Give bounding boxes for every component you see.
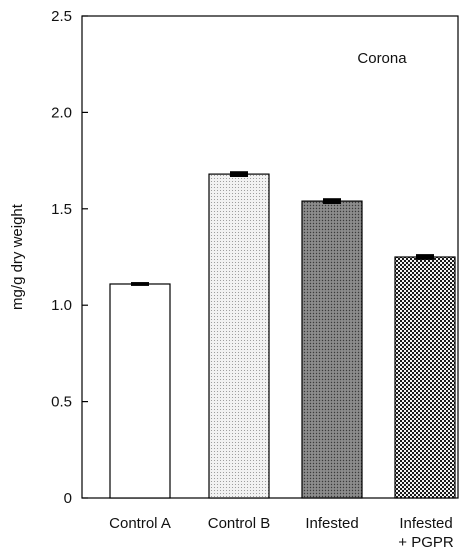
error-bar-cap bbox=[131, 282, 149, 286]
y-tick-label: 1.0 bbox=[51, 297, 72, 314]
bar-4 bbox=[394, 256, 456, 499]
bars-group bbox=[109, 173, 456, 499]
x-tick-label: Control B bbox=[208, 515, 271, 532]
y-tick-label: 0.5 bbox=[51, 394, 72, 411]
plot-frame bbox=[81, 15, 459, 499]
error-bar-cap bbox=[230, 171, 248, 177]
x-axis-labels: Control A Control B Infested Infested + PGPR bbox=[109, 515, 454, 551]
x-tick-label: + PGPR bbox=[398, 534, 454, 551]
y-tick-label: 0 bbox=[64, 490, 72, 507]
error-bar-4 bbox=[416, 254, 434, 260]
bar-1 bbox=[109, 283, 171, 499]
y-tick-label: 1.5 bbox=[51, 201, 72, 218]
x-tick-label: Infested bbox=[305, 515, 358, 532]
y-axis: 0 0.5 1.0 1.5 2.0 2.5 bbox=[51, 8, 88, 507]
bar-3 bbox=[301, 200, 363, 499]
error-bars-group bbox=[131, 171, 434, 286]
y-axis-label: mg/g dry weight bbox=[9, 203, 26, 310]
bar-2 bbox=[208, 173, 270, 499]
error-bar-3 bbox=[323, 198, 341, 204]
x-tick-label: Infested bbox=[399, 515, 452, 532]
error-bar-cap bbox=[323, 198, 341, 204]
error-bar-cap bbox=[416, 254, 434, 260]
chart-annotation: Corona bbox=[357, 50, 407, 67]
x-tick-label: Control A bbox=[109, 515, 171, 532]
error-bar-2 bbox=[230, 171, 248, 177]
y-tick-label: 2.5 bbox=[51, 8, 72, 25]
error-bar-1 bbox=[131, 282, 149, 286]
y-tick-label: 2.0 bbox=[51, 104, 72, 121]
